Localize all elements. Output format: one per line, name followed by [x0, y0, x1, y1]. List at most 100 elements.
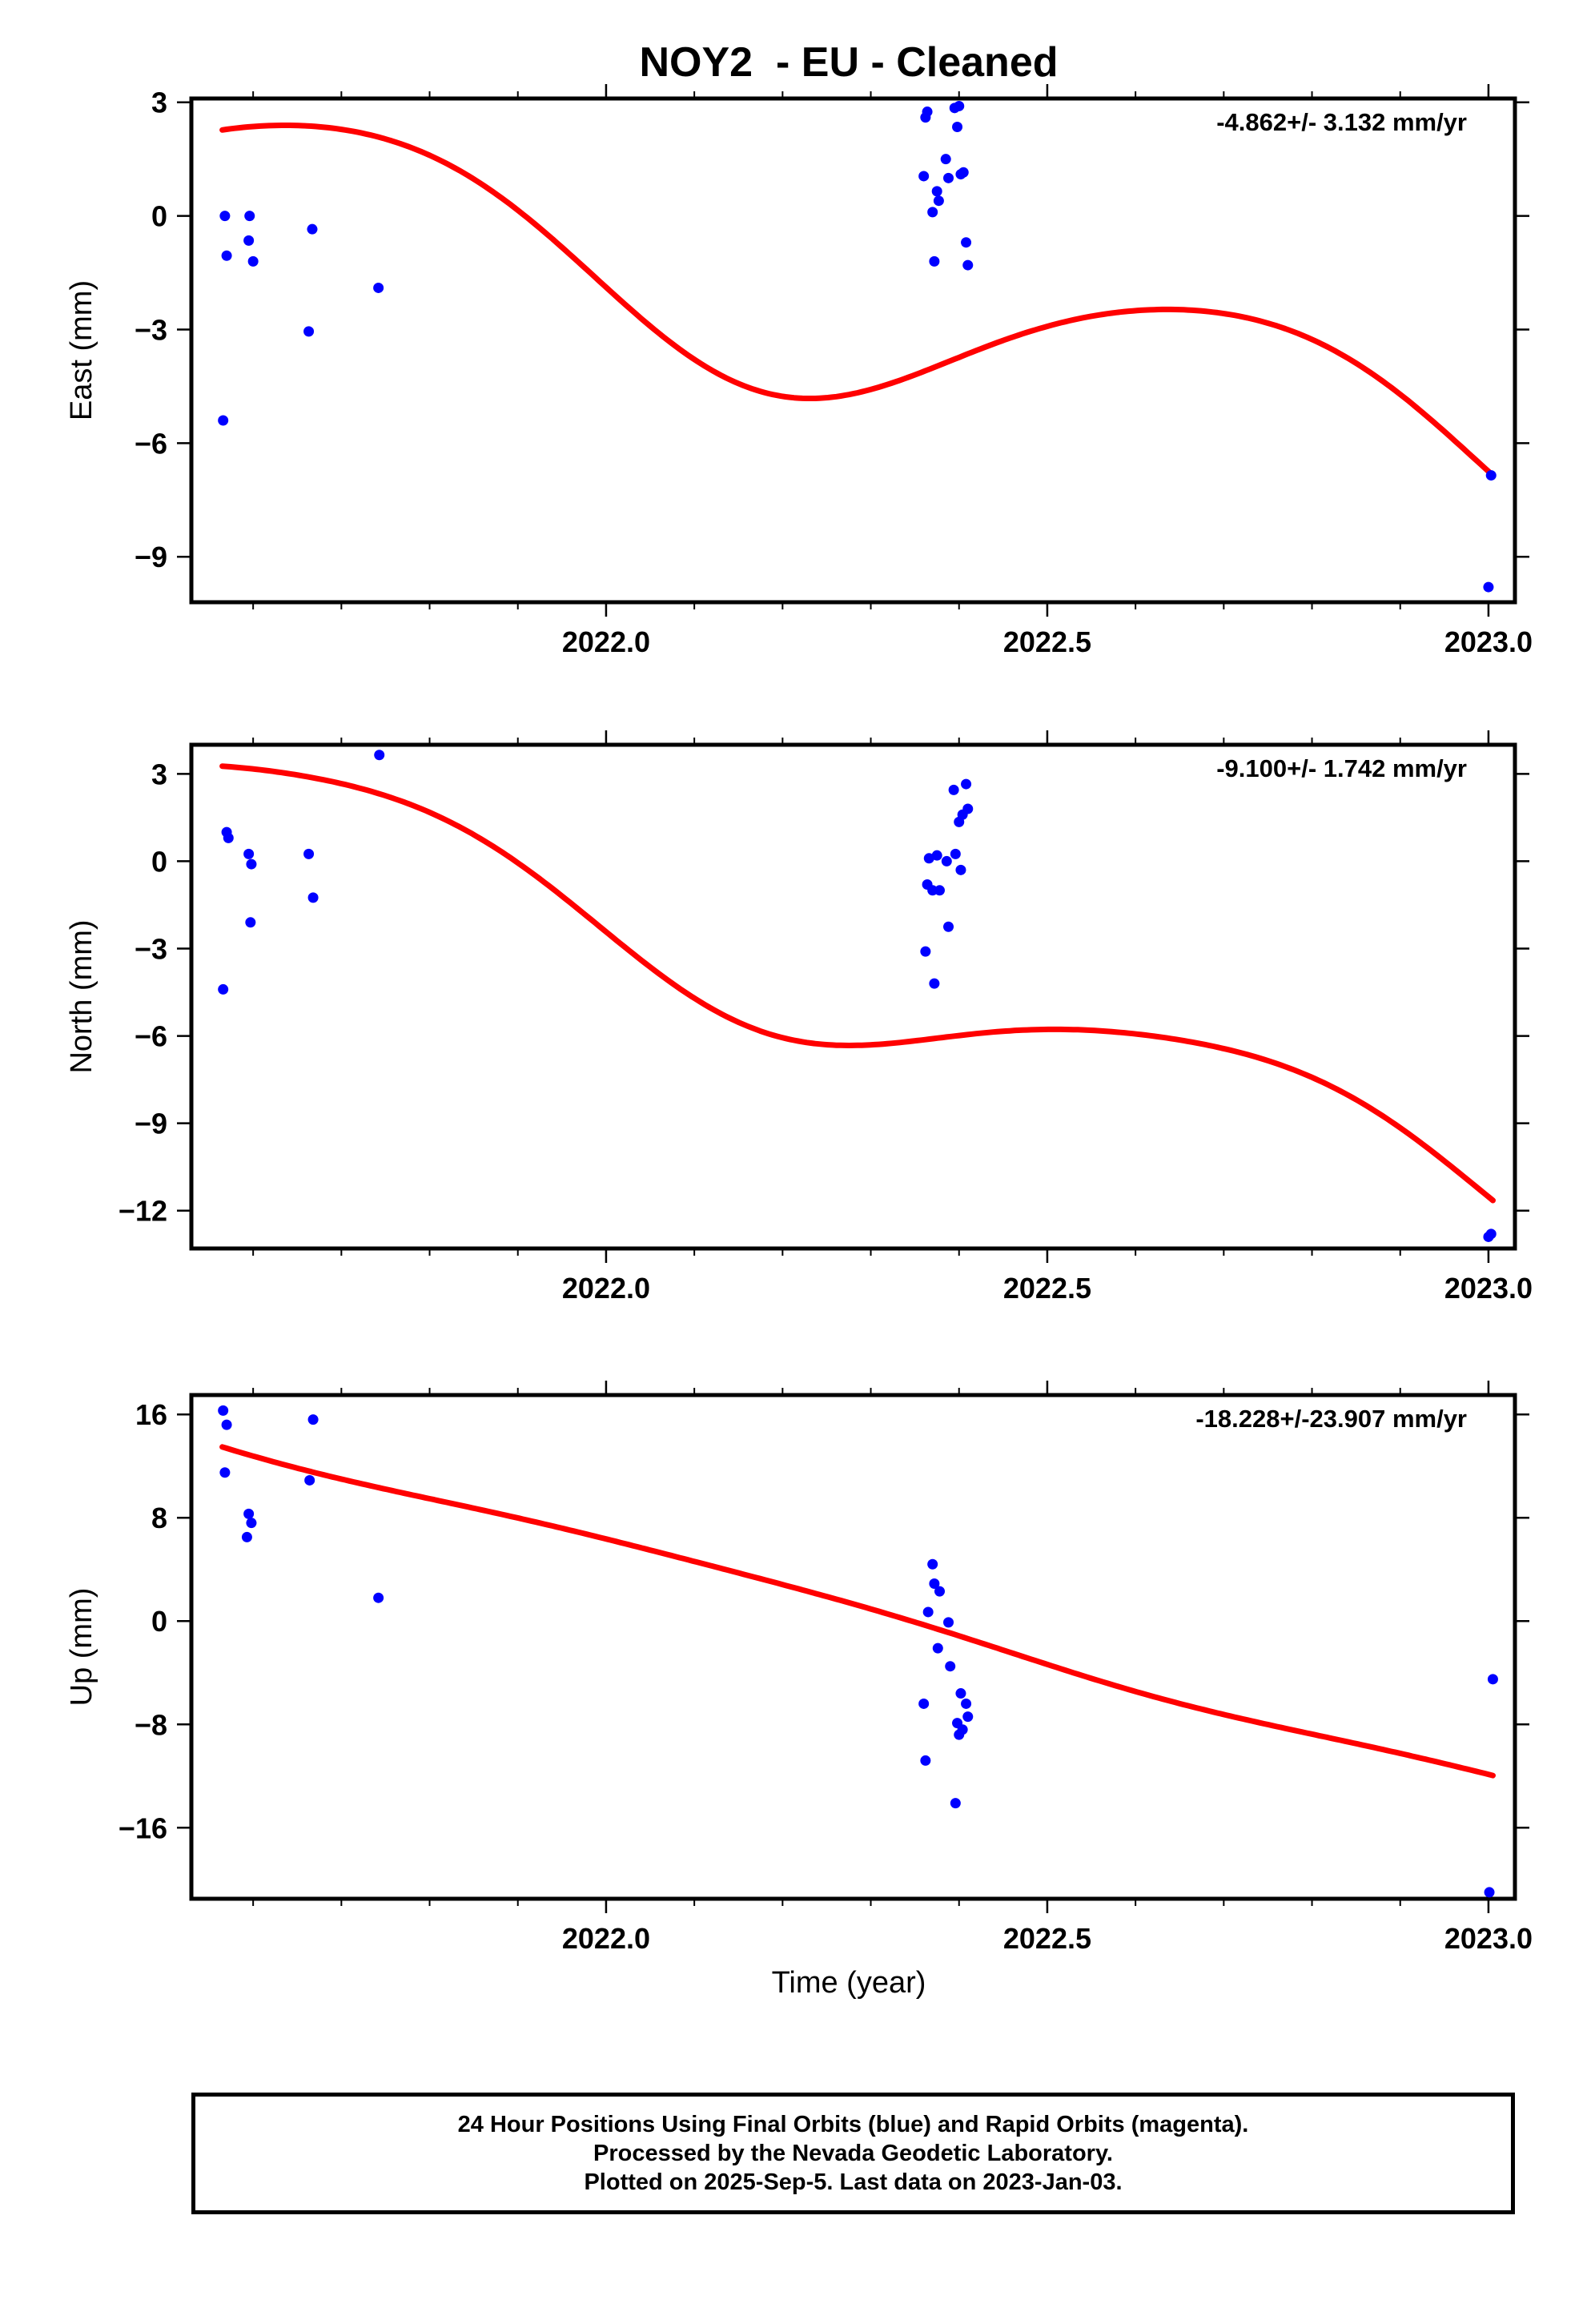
data-point: [243, 235, 255, 246]
data-point: [303, 326, 315, 337]
data-point: [373, 1592, 384, 1603]
data-point: [307, 223, 318, 235]
data-point: [950, 848, 961, 859]
model-curve: [219, 763, 1496, 1204]
data-point: [219, 211, 231, 222]
y-tick-label: 0: [151, 200, 167, 233]
data-point: [931, 186, 942, 197]
data-point: [950, 1798, 961, 1809]
data-point: [1485, 470, 1497, 481]
data-point: [962, 1711, 974, 1723]
rate-label: -18.228+/-23.907 mm/yr: [1195, 1405, 1467, 1433]
x-tick-label: 2022.0: [562, 625, 650, 658]
data-point: [929, 1578, 940, 1589]
data-point: [247, 255, 259, 267]
y-tick-label: 0: [151, 1605, 167, 1638]
data-point: [962, 259, 974, 271]
data-point: [244, 211, 255, 222]
data-point: [303, 848, 315, 859]
x-tick-label: 2022.5: [1003, 1922, 1091, 1955]
data-point: [932, 1642, 943, 1654]
data-point: [218, 983, 229, 995]
data-point: [933, 195, 944, 207]
x-tick-label: 2022.0: [562, 1272, 650, 1305]
y-tick-label: −12: [119, 1195, 167, 1228]
data-point: [943, 1617, 954, 1628]
y-tick-label: 0: [151, 845, 167, 878]
data-point: [961, 778, 972, 790]
data-point: [245, 917, 256, 928]
x-tick-label: 2022.0: [562, 1922, 650, 1955]
data-point: [307, 892, 319, 903]
y-tick-label: 3: [151, 86, 167, 119]
data-point: [223, 832, 234, 843]
y-axis-label: Up (mm): [65, 1588, 98, 1707]
footer-note: 24 Hour Positions Using Final Orbits (bl…: [191, 2093, 1515, 2214]
x-axis-label: Time (year): [772, 1966, 926, 2000]
y-tick-label: −3: [135, 313, 167, 346]
footer-line-2: Processed by the Nevada Geodetic Laborat…: [593, 2141, 1113, 2166]
data-point: [955, 864, 966, 875]
data-point: [962, 803, 974, 814]
data-point: [943, 172, 954, 183]
plot-frame: [189, 742, 1517, 1251]
x-tick-label: 2022.5: [1003, 1272, 1091, 1305]
data-point: [304, 1474, 315, 1486]
y-axis-label: North (mm): [65, 919, 98, 1073]
data-point: [918, 171, 930, 182]
data-point: [948, 784, 959, 795]
data-point: [941, 855, 952, 866]
data-point: [961, 1698, 972, 1709]
model-curve: [219, 1444, 1496, 1779]
x-tick-label: 2023.0: [1444, 625, 1533, 658]
y-tick-label: −8: [135, 1708, 167, 1741]
data-point: [943, 921, 954, 932]
data-point: [221, 250, 232, 261]
data-point: [219, 1467, 231, 1478]
x-tick-label: 2023.0: [1444, 1922, 1533, 1955]
data-point: [958, 167, 969, 178]
plot-frame: [189, 96, 1517, 605]
data-point: [918, 1698, 930, 1709]
data-point: [218, 1405, 229, 1416]
data-point: [246, 1518, 257, 1529]
data-point: [243, 1508, 255, 1519]
data-point: [1487, 1674, 1498, 1685]
data-point: [957, 1724, 968, 1735]
data-point: [955, 1688, 966, 1699]
y-tick-label: −9: [135, 1108, 167, 1140]
footer-line-1: 24 Hour Positions Using Final Orbits (bl…: [457, 2112, 1249, 2137]
data-point: [1483, 1231, 1494, 1242]
y-tick-label: −9: [135, 541, 167, 573]
x-tick-label: 2022.5: [1003, 625, 1091, 658]
data-point: [920, 1755, 931, 1766]
y-tick-label: 8: [151, 1502, 167, 1534]
footer-line-3: Plotted on 2025-Sep-5. Last data on 2023…: [584, 2169, 1123, 2195]
data-point: [929, 255, 940, 267]
data-point: [934, 885, 945, 896]
y-axis-label: East (mm): [65, 280, 98, 420]
data-point: [922, 107, 933, 118]
y-tick-label: 16: [135, 1398, 167, 1431]
data-point: [241, 1531, 252, 1542]
data-point: [945, 1661, 956, 1672]
data-point: [927, 207, 938, 218]
data-point: [243, 848, 255, 859]
data-point: [307, 1414, 319, 1425]
data-point: [218, 415, 229, 426]
chart-title: NOY2 - EU - Cleaned: [640, 39, 1059, 86]
data-point: [221, 1419, 232, 1430]
data-point: [1484, 1887, 1495, 1898]
data-point: [952, 121, 963, 132]
rate-label: -9.100+/- 1.742 mm/yr: [1216, 754, 1467, 782]
panel-north: 2022.0 2022.5 2023.0 3 0 −3 −6 −9 −12 North (mm) -…: [65, 730, 1533, 1305]
y-tick-label: −6: [135, 1020, 167, 1053]
data-point: [931, 850, 942, 861]
x-tick-label: 2023.0: [1444, 1272, 1533, 1305]
panel-up: 2022.0 2022.5 2023.0 16 8 0 −8 −16 Up (mm) -18.22…: [65, 1381, 1533, 1955]
data-point: [373, 282, 384, 293]
plot-frame: [189, 1393, 1517, 1901]
data-point: [940, 154, 951, 165]
rate-label: -4.862+/- 3.132 mm/yr: [1216, 108, 1467, 136]
